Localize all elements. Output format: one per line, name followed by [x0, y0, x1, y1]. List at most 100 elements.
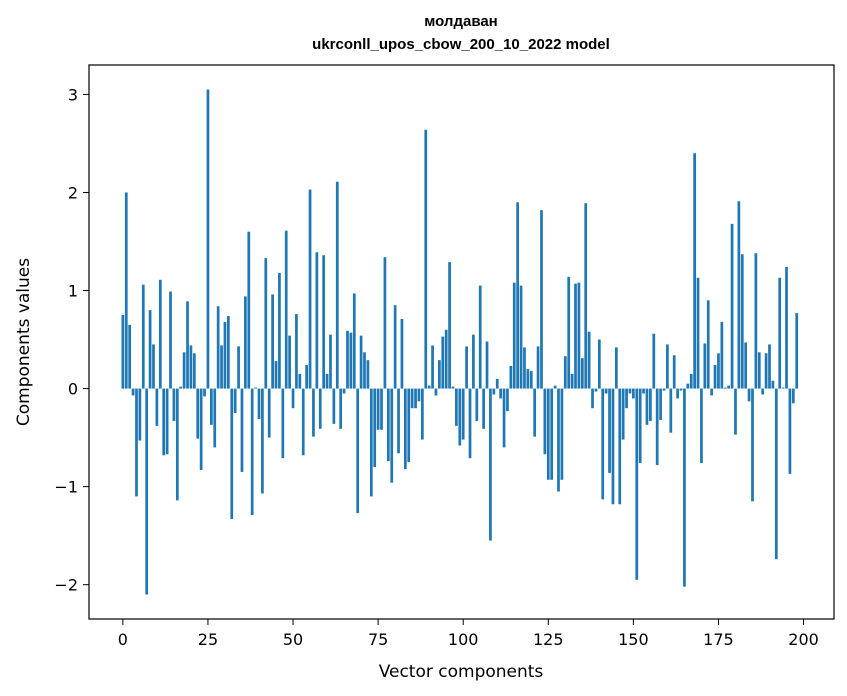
bar	[339, 388, 343, 429]
y-axis-ticks: −2 −1 0 1 2 3	[54, 85, 89, 595]
x-tick-label: 75	[368, 630, 388, 649]
bar	[257, 388, 261, 419]
y-tick-label: 1	[68, 282, 78, 301]
bar	[649, 388, 652, 421]
bar	[301, 388, 305, 456]
bar	[148, 310, 152, 389]
bar	[516, 202, 520, 389]
bar	[295, 314, 298, 389]
bar	[254, 387, 257, 389]
bar	[179, 386, 183, 389]
bar	[791, 388, 795, 404]
bar	[676, 388, 679, 399]
bar	[628, 388, 632, 394]
bar	[475, 388, 479, 421]
bar	[580, 358, 584, 389]
bar	[734, 388, 737, 435]
bar	[529, 370, 533, 389]
bar	[727, 385, 731, 389]
bar	[203, 388, 206, 397]
bar	[625, 388, 628, 409]
bar	[410, 388, 414, 409]
y-tick-label: −1	[54, 478, 78, 497]
bar	[155, 388, 159, 426]
bar	[230, 388, 234, 519]
chart-subtitle: ukrconll_upos_cbow_200_10_2022 model	[312, 36, 610, 53]
x-tick-label: 0	[118, 630, 128, 649]
x-tick-label: 125	[533, 630, 564, 649]
bar	[152, 344, 155, 389]
bar	[451, 386, 455, 389]
bar	[757, 352, 761, 389]
bar	[264, 258, 268, 389]
bar	[764, 353, 768, 389]
bar	[298, 373, 302, 389]
bar	[352, 293, 356, 389]
bar	[383, 257, 387, 389]
bar	[244, 296, 247, 389]
bar	[312, 388, 315, 437]
bar	[591, 388, 594, 409]
bar	[135, 388, 138, 497]
bar	[189, 345, 193, 389]
bar	[635, 388, 639, 580]
bar	[288, 335, 291, 389]
bar	[186, 301, 189, 389]
bar	[424, 129, 428, 389]
bar	[465, 346, 468, 389]
bar	[274, 361, 278, 389]
x-tick-label: 25	[198, 630, 218, 649]
bar	[335, 181, 339, 389]
bar	[284, 230, 288, 389]
bar	[601, 388, 605, 500]
bar	[461, 388, 465, 440]
bar	[577, 282, 581, 389]
bar	[363, 352, 366, 389]
bar	[427, 385, 431, 389]
y-tick-label: 0	[68, 380, 78, 399]
bar	[359, 335, 363, 389]
bar	[400, 318, 404, 389]
bar	[448, 262, 451, 389]
bar	[512, 282, 516, 389]
bar	[519, 285, 523, 389]
bar	[444, 329, 448, 389]
bar	[329, 334, 332, 389]
bar	[438, 360, 441, 389]
bar	[220, 345, 223, 389]
bar	[291, 388, 295, 409]
bar	[223, 321, 227, 389]
bar	[526, 368, 530, 389]
bar	[717, 353, 720, 389]
bar	[509, 366, 513, 389]
bar	[192, 353, 196, 389]
bars-group	[121, 89, 799, 595]
bar	[553, 385, 557, 389]
bar	[696, 277, 700, 389]
bar	[455, 388, 458, 426]
bar	[366, 360, 370, 389]
bar	[373, 388, 377, 468]
bar	[645, 388, 649, 425]
x-tick-label: 50	[283, 630, 303, 649]
bar	[618, 388, 622, 505]
bar	[689, 373, 693, 389]
bar	[431, 345, 434, 389]
bar	[390, 388, 394, 483]
bar	[434, 388, 438, 396]
bar	[216, 306, 220, 389]
x-axis-ticks: 0 25 50 75 100 125 150 175 200	[118, 619, 819, 649]
bar	[227, 316, 230, 389]
bar	[785, 266, 788, 389]
x-tick-label: 175	[703, 630, 734, 649]
bar	[325, 373, 329, 389]
x-tick-label: 200	[788, 630, 819, 649]
bar	[162, 388, 166, 456]
bar	[458, 388, 462, 446]
x-axis-label: Vector components	[379, 662, 544, 682]
bar	[778, 277, 782, 389]
bar	[322, 255, 326, 389]
bar	[332, 388, 336, 424]
bar	[700, 388, 703, 464]
